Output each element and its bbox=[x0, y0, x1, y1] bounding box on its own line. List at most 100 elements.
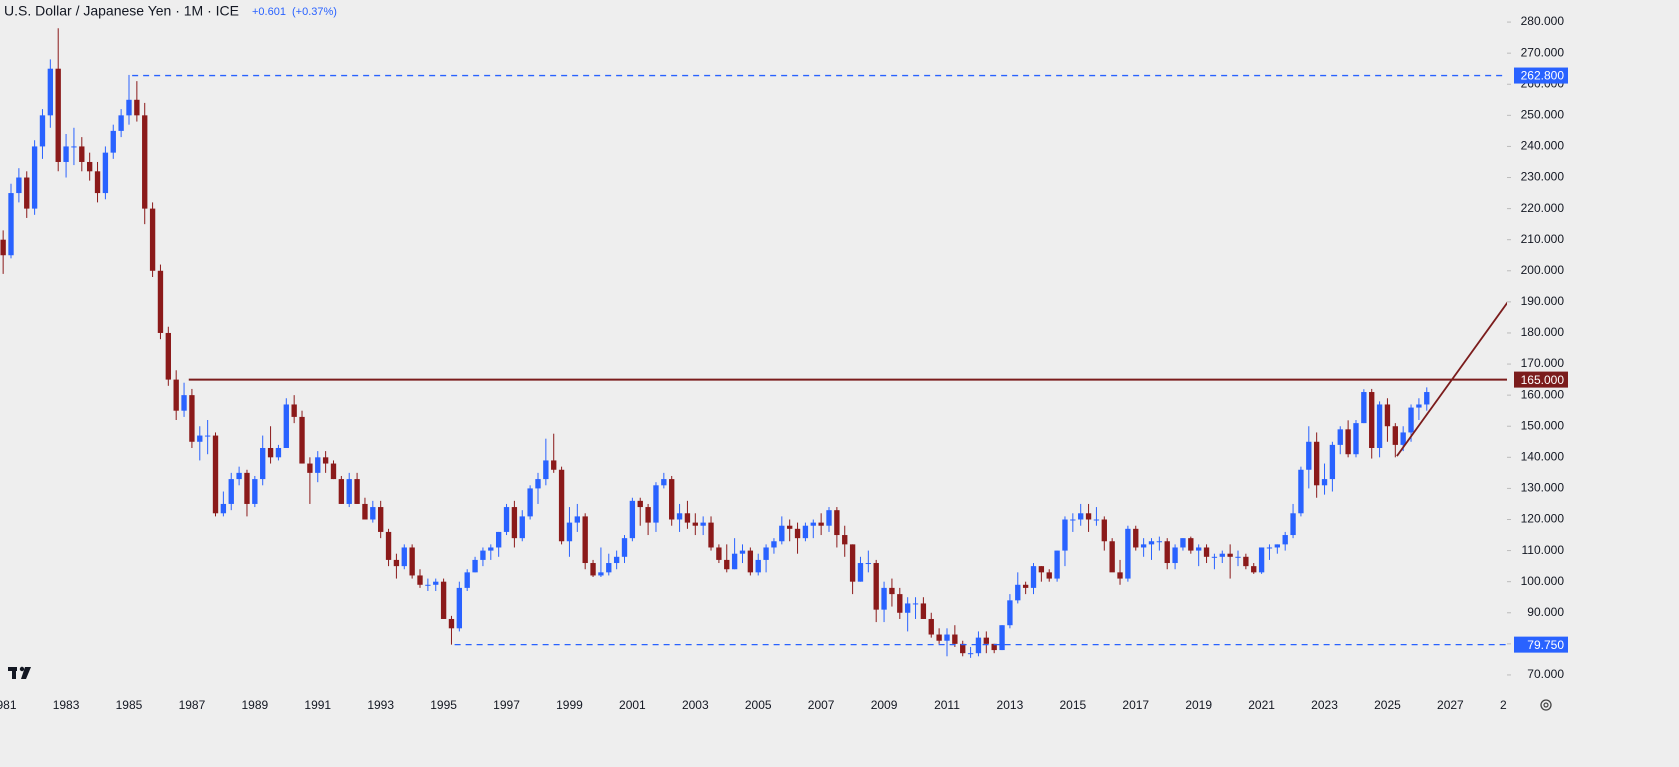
candle-body bbox=[488, 547, 494, 551]
y-tick-label: 230.000 bbox=[1521, 170, 1565, 184]
settings-icon[interactable] bbox=[1540, 699, 1552, 711]
candle-body bbox=[464, 572, 470, 588]
candle-body bbox=[519, 516, 525, 539]
candle-body bbox=[1400, 432, 1406, 445]
candle-body bbox=[999, 625, 1005, 651]
y-tick-label: 220.000 bbox=[1521, 201, 1565, 215]
candle-body bbox=[613, 556, 620, 564]
candle-body bbox=[960, 643, 966, 654]
candle-body bbox=[1140, 544, 1147, 548]
candle-body bbox=[102, 152, 109, 194]
candle-body bbox=[637, 500, 643, 508]
candle-body bbox=[653, 485, 659, 523]
candle-body bbox=[763, 547, 769, 560]
candle-body bbox=[330, 463, 337, 480]
candle-body bbox=[834, 510, 840, 536]
candle-body bbox=[511, 507, 518, 539]
y-tick-label: 140.000 bbox=[1521, 449, 1565, 463]
candle-body bbox=[448, 618, 455, 629]
candle-body bbox=[857, 563, 864, 582]
price-label: 165.000 bbox=[1521, 373, 1565, 387]
candle-body bbox=[495, 531, 502, 548]
candle-body bbox=[1172, 547, 1178, 564]
x-tick-label: 2001 bbox=[619, 698, 646, 712]
candle-body bbox=[480, 550, 486, 560]
candle-body bbox=[1416, 404, 1422, 408]
candle-body bbox=[1424, 392, 1430, 405]
candle-body bbox=[440, 581, 447, 619]
candle-body bbox=[47, 68, 54, 116]
candle-body bbox=[936, 634, 942, 641]
x-tick-label: 1981 bbox=[0, 698, 17, 712]
candle-body bbox=[1101, 519, 1107, 542]
candle-body bbox=[582, 516, 588, 564]
x-tick-label: 2021 bbox=[1248, 698, 1275, 712]
y-tick-label: 150.000 bbox=[1521, 418, 1565, 432]
candle-body bbox=[79, 146, 85, 162]
candle-body bbox=[1345, 429, 1351, 455]
candle-body bbox=[826, 510, 832, 526]
candle-body bbox=[1117, 572, 1123, 579]
candle-body bbox=[1384, 404, 1391, 427]
candle-body bbox=[708, 522, 714, 548]
x-tick-label: 2015 bbox=[1059, 698, 1086, 712]
candle-body bbox=[739, 550, 746, 554]
x-tick-label: 1985 bbox=[116, 698, 143, 712]
candle-body bbox=[0, 239, 6, 256]
y-tick-label: 200.000 bbox=[1521, 263, 1565, 277]
candle-body bbox=[669, 479, 675, 520]
candle-body bbox=[24, 177, 30, 209]
candle-body bbox=[1235, 556, 1241, 558]
candle-body bbox=[724, 559, 730, 570]
candle-body bbox=[63, 146, 69, 162]
logo bbox=[8, 666, 31, 679]
price-label-box bbox=[1514, 636, 1568, 653]
candle-body bbox=[543, 460, 549, 480]
settings-core[interactable] bbox=[1543, 702, 1549, 708]
x-tick-label: 2007 bbox=[808, 698, 835, 712]
candle-body bbox=[645, 507, 651, 523]
candle-body bbox=[904, 603, 911, 613]
candle-body bbox=[621, 538, 628, 557]
candle-body bbox=[1306, 441, 1312, 470]
candle-body bbox=[1109, 541, 1115, 573]
candle-body bbox=[1022, 584, 1029, 588]
candle-body bbox=[55, 68, 61, 162]
price-label: 79.750 bbox=[1527, 638, 1564, 652]
x-tick-label: 2009 bbox=[871, 698, 898, 712]
candle-body bbox=[1266, 547, 1273, 549]
candle-body bbox=[110, 130, 116, 153]
price-label: 262.800 bbox=[1521, 69, 1565, 83]
candle-body bbox=[149, 208, 156, 271]
candle-body bbox=[425, 584, 431, 586]
y-tick-label: 120.000 bbox=[1521, 512, 1565, 526]
candle-body bbox=[952, 634, 958, 644]
candle-body bbox=[1148, 541, 1155, 545]
y-tick-label: 130.000 bbox=[1521, 481, 1565, 495]
x-tick-label: 1995 bbox=[430, 698, 457, 712]
candle-body bbox=[983, 637, 989, 644]
y-tick-label: 70.000 bbox=[1527, 667, 1564, 681]
candle-body bbox=[1078, 513, 1084, 520]
settings-ring[interactable] bbox=[1540, 699, 1552, 711]
candle-body bbox=[692, 522, 698, 526]
candle-body bbox=[472, 559, 478, 573]
candle-body bbox=[1007, 600, 1013, 626]
candle-body bbox=[252, 479, 258, 504]
candle-body bbox=[189, 395, 195, 442]
candle-body bbox=[1369, 392, 1375, 448]
candle-body bbox=[212, 435, 219, 514]
x-tick-label: 1999 bbox=[556, 698, 583, 712]
x-tick-label: 1989 bbox=[241, 698, 268, 712]
plot-area: 1981 1983 1985 1987 1989 1991 1993 1995 1997 1999… bbox=[0, 28, 1527, 712]
candle-body bbox=[118, 115, 124, 131]
candle-body bbox=[676, 513, 683, 520]
candle-body bbox=[747, 550, 754, 573]
y-tick-label: 170.000 bbox=[1521, 356, 1565, 370]
y-tick-label: 180.000 bbox=[1521, 325, 1565, 339]
candle-body bbox=[779, 525, 785, 542]
candle-body bbox=[944, 634, 950, 641]
candle-body bbox=[574, 516, 580, 523]
candle-body bbox=[1062, 519, 1068, 551]
